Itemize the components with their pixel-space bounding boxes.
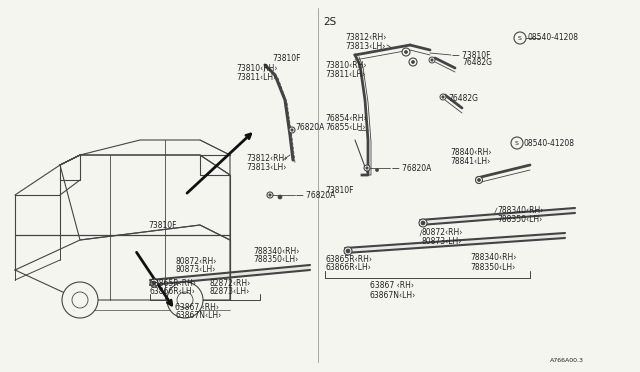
- Text: 73813‹LH›: 73813‹LH›: [345, 42, 385, 51]
- Text: 73810F: 73810F: [148, 221, 177, 230]
- Polygon shape: [420, 208, 575, 225]
- Text: 788340‹RH›: 788340‹RH›: [470, 253, 516, 263]
- Text: 63867N‹LH›: 63867N‹LH›: [175, 311, 221, 321]
- Text: 73813‹LH›: 73813‹LH›: [246, 163, 286, 171]
- Text: 73812‹RH›: 73812‹RH›: [345, 32, 387, 42]
- Text: 73811‹LH›: 73811‹LH›: [325, 70, 365, 78]
- Text: 63867 ‹RH›: 63867 ‹RH›: [175, 304, 219, 312]
- Text: 2S: 2S: [323, 17, 336, 27]
- Text: 63867 ‹RH›: 63867 ‹RH›: [370, 282, 414, 291]
- Text: 63866R‹LH›: 63866R‹LH›: [150, 286, 196, 295]
- Circle shape: [419, 219, 427, 227]
- Text: 788350‹LH›: 788350‹LH›: [470, 263, 515, 272]
- Text: 73812‹RH›: 73812‹RH›: [246, 154, 287, 163]
- Text: 80872‹RH›: 80872‹RH›: [422, 228, 463, 237]
- Circle shape: [442, 96, 444, 98]
- Text: 80873‹LH›: 80873‹LH›: [175, 266, 216, 275]
- Circle shape: [376, 169, 378, 171]
- Text: 63865R‹RH›: 63865R‹RH›: [150, 279, 197, 288]
- Circle shape: [514, 32, 526, 44]
- Text: 08540-41208: 08540-41208: [527, 32, 578, 42]
- Circle shape: [167, 282, 203, 318]
- Text: 08540-41208: 08540-41208: [524, 138, 575, 148]
- Polygon shape: [345, 233, 565, 253]
- Circle shape: [344, 247, 352, 255]
- Circle shape: [291, 129, 293, 131]
- Text: 73810‹RH›: 73810‹RH›: [325, 61, 367, 70]
- Text: 76854‹RH›: 76854‹RH›: [325, 113, 367, 122]
- Circle shape: [431, 59, 433, 61]
- Text: 63865R‹RH›: 63865R‹RH›: [325, 256, 372, 264]
- Text: 76820A: 76820A: [295, 122, 324, 131]
- Text: 82873‹LH›: 82873‹LH›: [210, 286, 250, 295]
- Text: 78840‹RH›: 78840‹RH›: [450, 148, 492, 157]
- Circle shape: [177, 292, 193, 308]
- Text: 73810F: 73810F: [272, 54, 301, 62]
- Circle shape: [152, 281, 156, 285]
- Circle shape: [476, 176, 483, 183]
- Text: 76855‹LH›: 76855‹LH›: [325, 122, 365, 131]
- Text: — 76820A: — 76820A: [392, 164, 431, 173]
- Circle shape: [511, 137, 523, 149]
- Polygon shape: [150, 265, 310, 285]
- Circle shape: [412, 61, 415, 64]
- Circle shape: [278, 195, 282, 199]
- Text: — 73810F: — 73810F: [452, 51, 490, 60]
- Circle shape: [477, 179, 481, 182]
- Text: — 76820A: — 76820A: [296, 190, 335, 199]
- Circle shape: [289, 127, 295, 133]
- Circle shape: [429, 57, 435, 63]
- Text: 73810‹RH›: 73810‹RH›: [236, 64, 278, 73]
- Text: 80873‹LH›: 80873‹LH›: [422, 237, 462, 246]
- Text: 788350‹LH›: 788350‹LH›: [497, 215, 542, 224]
- Circle shape: [402, 48, 410, 56]
- Text: 76482G: 76482G: [462, 58, 492, 67]
- Circle shape: [409, 58, 417, 66]
- Circle shape: [404, 51, 408, 54]
- Text: S: S: [515, 141, 519, 145]
- Circle shape: [440, 94, 446, 100]
- Text: 73810F: 73810F: [325, 186, 353, 195]
- Circle shape: [150, 279, 158, 287]
- Text: 78841‹LH›: 78841‹LH›: [450, 157, 490, 166]
- Text: 63866R‹LH›: 63866R‹LH›: [325, 263, 371, 273]
- Text: 788340‹RH›: 788340‹RH›: [497, 205, 543, 215]
- Text: A766A00.3: A766A00.3: [550, 357, 584, 362]
- Circle shape: [269, 194, 271, 196]
- Circle shape: [366, 167, 368, 169]
- Text: 63867N‹LH›: 63867N‹LH›: [370, 291, 416, 299]
- Text: 788340‹RH›: 788340‹RH›: [253, 247, 300, 257]
- Text: 76482G: 76482G: [448, 93, 478, 103]
- Circle shape: [346, 249, 350, 253]
- Circle shape: [364, 165, 370, 171]
- Text: S: S: [518, 35, 522, 41]
- Text: 73811‹LH›: 73811‹LH›: [236, 73, 276, 81]
- Circle shape: [421, 221, 425, 225]
- Text: 788350‹LH›: 788350‹LH›: [253, 256, 298, 264]
- Text: 80872‹RH›: 80872‹RH›: [175, 257, 216, 266]
- Text: 82872‹RH›: 82872‹RH›: [210, 279, 252, 288]
- Circle shape: [267, 192, 273, 198]
- Circle shape: [72, 292, 88, 308]
- Circle shape: [62, 282, 98, 318]
